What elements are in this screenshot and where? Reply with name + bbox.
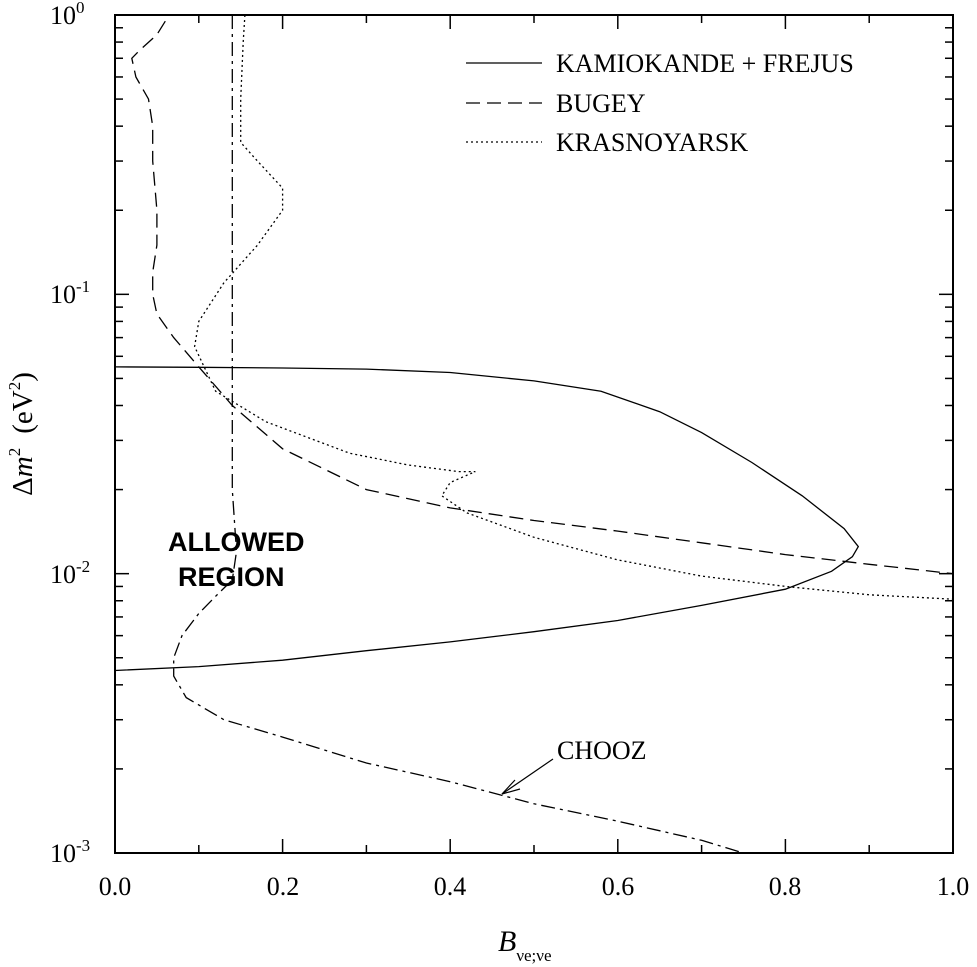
x-axis-label-main: B	[498, 925, 516, 958]
svg-text:Bνe;νe: Bνe;νe	[498, 925, 552, 965]
y-axis-label-delta: Δ	[7, 477, 39, 496]
y-tick-exp-3: -3	[76, 836, 90, 855]
y-tick-label-3: 10-3	[50, 836, 90, 868]
svg-text:10-3: 10-3	[50, 836, 90, 868]
legend: KAMIOKANDE + FREJUS BUGEY KRASNOYARSK	[466, 49, 854, 157]
y-tick-base-2: 10	[50, 560, 76, 589]
series-layer	[114, 14, 954, 854]
svg-text:10-1: 10-1	[50, 277, 90, 309]
y-tick-base-3: 10	[50, 839, 76, 868]
svg-text:Δm2(eV2): Δm2(eV2)	[5, 372, 39, 496]
y-tick-label-1: 10-1	[50, 277, 90, 309]
y-axis-label-unit-sup: 2	[5, 382, 24, 391]
series-line-bugey	[131, 20, 954, 575]
legend-label-krasnoyarsk: KRASNOYARSK	[556, 128, 748, 157]
x-tick-label-3: 0.6	[602, 872, 635, 901]
series-line-chooz	[173, 15, 744, 854]
y-axis-label-unit-open: (eV	[7, 390, 39, 434]
y-tick-base-1: 10	[50, 280, 76, 309]
y-tick-exp-0: 0	[76, 0, 85, 17]
y-tick-base-0: 10	[50, 1, 76, 30]
y-tick-label-2: 10-2	[50, 557, 90, 589]
series-line-kamiokande-frejus	[114, 366, 860, 672]
y-tick-exp-1: -1	[76, 277, 90, 296]
y-axis-label-m: m	[7, 456, 39, 477]
x-tick-label-4: 0.8	[769, 872, 802, 901]
y-tick-exp-2: -2	[76, 557, 90, 576]
y-tick-label-0: 100	[50, 0, 85, 30]
y-axis-label-unit-close: )	[7, 372, 39, 382]
x-tick-label-2: 0.4	[434, 872, 467, 901]
x-axis-label-sub: νe;νe	[516, 946, 551, 965]
x-tick-label-1: 0.2	[267, 872, 300, 901]
svg-text:10-2: 10-2	[50, 557, 90, 589]
svg-text:100: 100	[50, 0, 85, 30]
legend-label-bugey: BUGEY	[556, 89, 646, 118]
y-axis-label: Δm2(eV2)	[5, 372, 39, 496]
x-axis-label: Bνe;νe	[498, 925, 552, 965]
chooz-label: CHOOZ	[557, 736, 647, 765]
chooz-arrow	[501, 758, 554, 795]
x-tick-label-5: 1.0	[937, 872, 970, 901]
legend-label-kamiokande: KAMIOKANDE + FREJUS	[556, 49, 854, 78]
allowed-region-label-line1: ALLOWED	[168, 527, 304, 557]
ticks-layer	[114, 14, 954, 854]
x-tick-label-0: 0.0	[99, 872, 132, 901]
allowed-region-label-line2: REGION	[178, 562, 285, 592]
y-axis-label-sup: 2	[5, 448, 24, 457]
